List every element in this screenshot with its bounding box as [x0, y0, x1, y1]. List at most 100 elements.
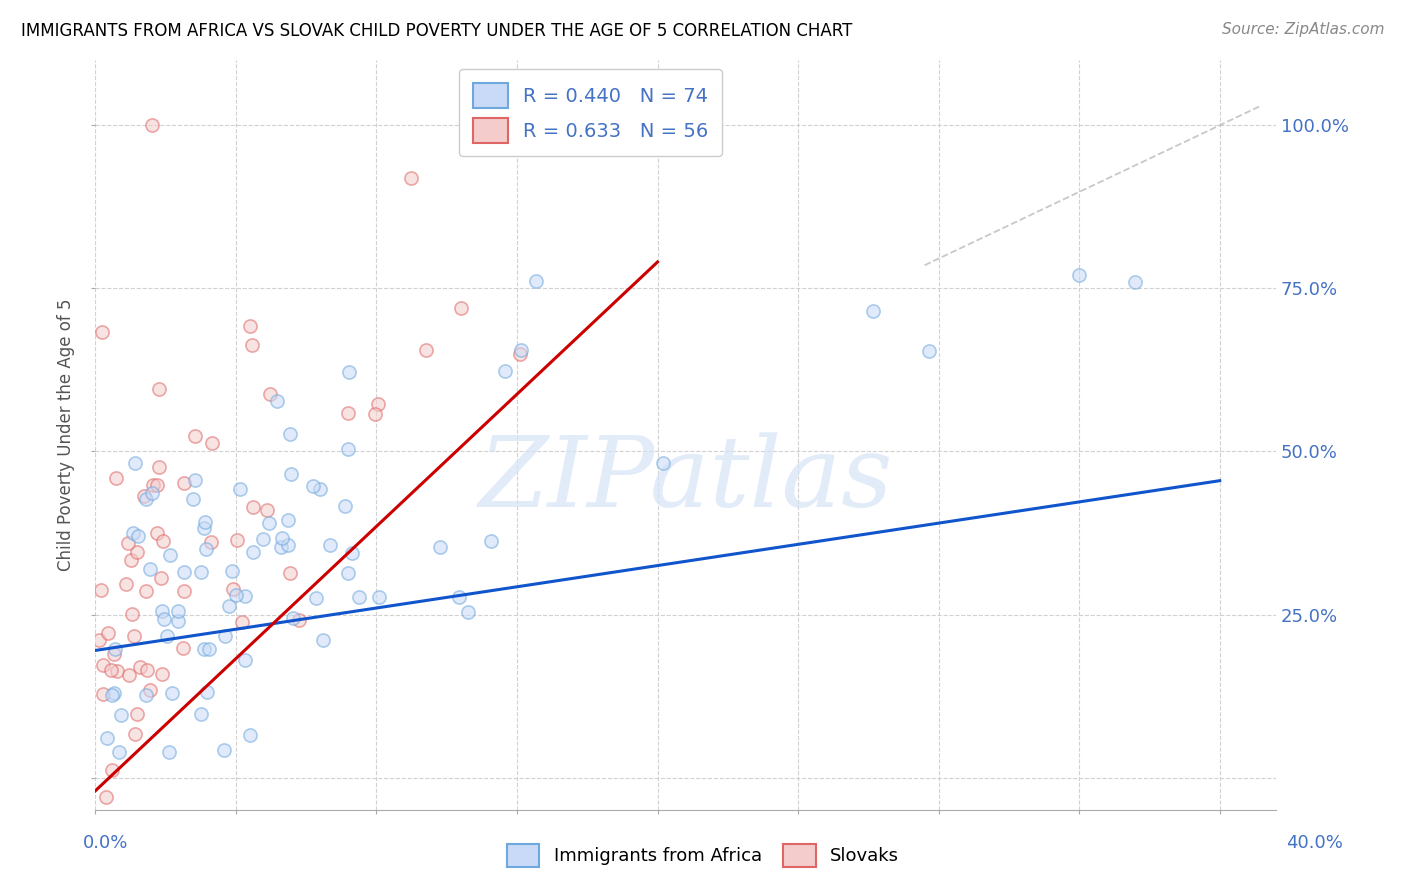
Point	[239, 319, 262, 334]
Point	[91, 657, 114, 672]
Point	[160, 686, 183, 700]
Text: 40.0%: 40.0%	[1286, 834, 1343, 852]
Text: Source: ZipAtlas.com: Source: ZipAtlas.com	[1222, 22, 1385, 37]
Point	[122, 629, 145, 643]
Point	[150, 667, 173, 681]
Point	[173, 583, 195, 598]
Point	[190, 565, 212, 579]
Point	[97, 625, 120, 640]
Point	[415, 343, 437, 358]
Point	[200, 534, 222, 549]
Point	[195, 685, 218, 699]
Point	[124, 727, 146, 741]
Point	[104, 642, 127, 657]
Point	[120, 552, 142, 566]
Point	[156, 629, 179, 643]
Point	[336, 442, 359, 457]
Point	[305, 591, 328, 606]
Point	[194, 516, 217, 530]
Point	[198, 641, 221, 656]
Point	[918, 343, 941, 358]
Point	[368, 591, 391, 605]
Point	[337, 365, 360, 379]
Point	[100, 663, 122, 677]
Point	[115, 577, 138, 591]
Point	[225, 533, 247, 547]
Point	[337, 566, 360, 580]
Point	[148, 382, 170, 396]
Point	[141, 485, 163, 500]
Point	[278, 566, 301, 580]
Point	[172, 641, 194, 656]
Point	[225, 588, 247, 602]
Point	[141, 118, 163, 132]
Point	[108, 745, 131, 759]
Point	[509, 347, 531, 361]
Point	[105, 664, 128, 678]
Point	[101, 688, 124, 702]
Point	[128, 660, 150, 674]
Point	[146, 526, 169, 541]
Point	[1125, 275, 1147, 289]
Point	[148, 460, 170, 475]
Point	[193, 642, 215, 657]
Point	[142, 478, 165, 492]
Legend: R = 0.440   N = 74, R = 0.633   N = 56: R = 0.440 N = 74, R = 0.633 N = 56	[460, 70, 723, 156]
Point	[134, 489, 156, 503]
Point	[242, 545, 264, 559]
Point	[173, 565, 195, 579]
Point	[96, 731, 118, 745]
Point	[302, 479, 325, 493]
Point	[90, 582, 112, 597]
Point	[862, 304, 884, 318]
Point	[457, 605, 479, 619]
Point	[367, 397, 389, 411]
Point	[135, 584, 157, 599]
Point	[270, 541, 292, 555]
Point	[399, 171, 422, 186]
Point	[240, 337, 263, 351]
Legend: Immigrants from Africa, Slovaks: Immigrants from Africa, Slovaks	[499, 837, 907, 874]
Point	[429, 540, 451, 554]
Point	[184, 474, 207, 488]
Point	[181, 491, 204, 506]
Point	[266, 394, 288, 409]
Point	[233, 652, 256, 666]
Point	[200, 435, 222, 450]
Point	[494, 363, 516, 377]
Point	[233, 590, 256, 604]
Point	[510, 343, 533, 357]
Point	[239, 728, 262, 742]
Point	[524, 274, 547, 288]
Point	[139, 683, 162, 698]
Point	[335, 499, 357, 513]
Point	[127, 529, 149, 543]
Point	[91, 686, 114, 700]
Point	[103, 686, 125, 700]
Point	[167, 603, 190, 617]
Point	[337, 406, 360, 420]
Point	[101, 763, 124, 777]
Point	[135, 663, 157, 677]
Point	[139, 562, 162, 576]
Point	[214, 629, 236, 643]
Point	[117, 536, 139, 550]
Point	[277, 537, 299, 551]
Point	[311, 633, 333, 648]
Point	[1069, 268, 1091, 282]
Point	[159, 548, 181, 562]
Point	[257, 516, 280, 531]
Point	[447, 590, 470, 604]
Point	[259, 386, 281, 401]
Point	[280, 467, 302, 481]
Point	[242, 500, 264, 514]
Point	[127, 706, 149, 721]
Point	[103, 648, 125, 662]
Point	[193, 521, 215, 535]
Y-axis label: Child Poverty Under the Age of 5: Child Poverty Under the Age of 5	[58, 299, 75, 571]
Point	[167, 614, 190, 628]
Point	[118, 667, 141, 681]
Point	[319, 537, 342, 551]
Point	[110, 708, 132, 723]
Point	[222, 582, 245, 596]
